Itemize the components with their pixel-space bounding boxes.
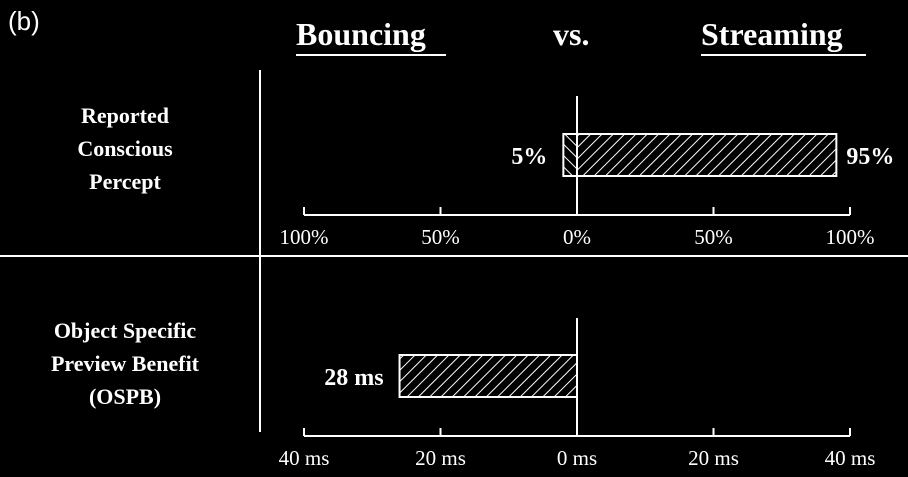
conscious-percept-chart: Reported Conscious Percept 100% 50% 0% 50% 100%… [77, 96, 894, 249]
bar-bouncing [562, 133, 578, 177]
row-label-line: (OSPB) [89, 384, 161, 409]
x-tick-label: 20 ms [688, 446, 739, 470]
x-tick-label: 40 ms [825, 446, 876, 470]
header-bouncing: Bouncing [296, 16, 426, 52]
x-tick-label: 40 ms [279, 446, 330, 470]
x-tick-label: 100% [826, 225, 875, 249]
row-label: Object Specific Preview Benefit (OSPB) [51, 318, 200, 409]
data-label-bouncing: 28 ms [324, 365, 383, 391]
data-label-streaming: 95% [846, 144, 894, 170]
x-tick-label: 0% [563, 225, 591, 249]
x-tick-label: 50% [694, 225, 733, 249]
x-tick-label: 0 ms [557, 446, 597, 470]
x-tick-label: 50% [421, 225, 460, 249]
row-label-line: Reported [81, 103, 169, 128]
panel-label: (b) [8, 6, 40, 36]
header-streaming: Streaming [701, 16, 843, 52]
row-label-line: Percept [89, 169, 161, 194]
row-label-line: Conscious [77, 136, 173, 161]
bar-bouncing [398, 354, 578, 398]
header-vs: vs. [553, 16, 589, 52]
row-label: Reported Conscious Percept [77, 103, 173, 194]
ospb-chart: Object Specific Preview Benefit (OSPB) 40 m… [51, 318, 875, 470]
x-tick-label: 100% [280, 225, 329, 249]
row-label-line: Object Specific [54, 318, 197, 343]
x-tick-label: 20 ms [415, 446, 466, 470]
row-label-line: Preview Benefit [51, 351, 200, 376]
bar-streaming [576, 133, 838, 177]
data-label-bouncing: 5% [511, 144, 547, 170]
